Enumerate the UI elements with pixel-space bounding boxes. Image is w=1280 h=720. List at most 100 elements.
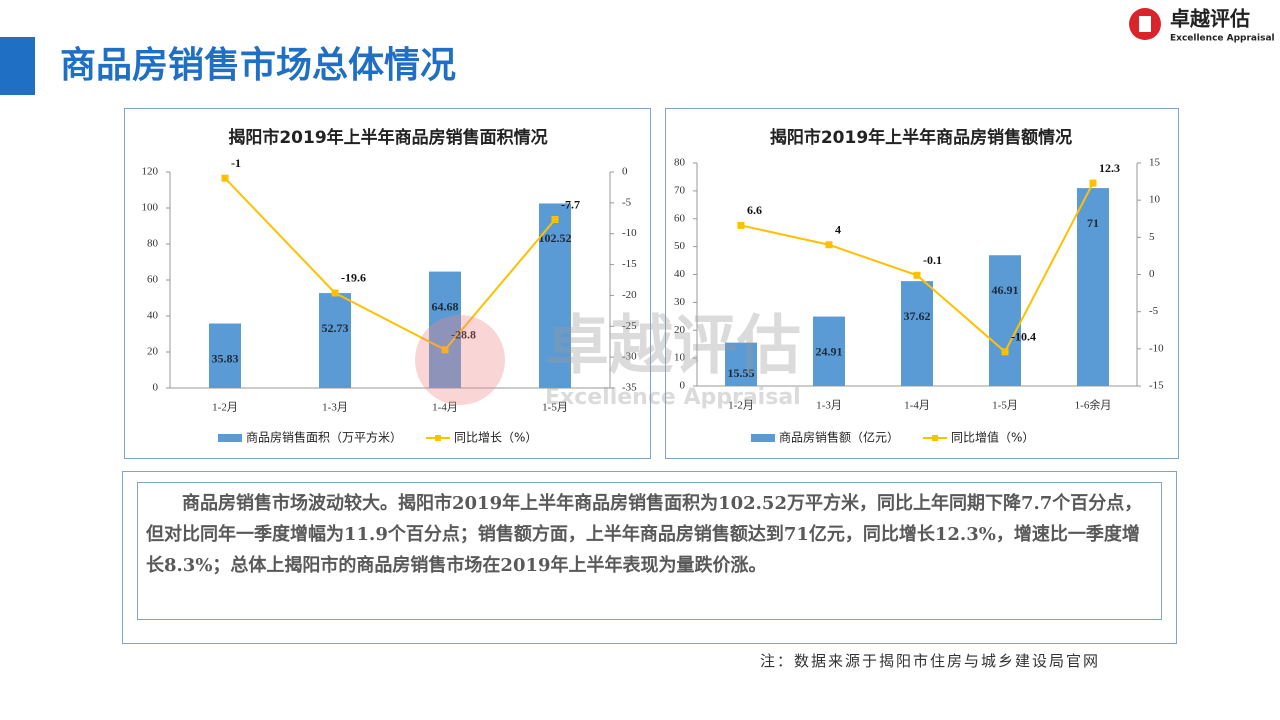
logo-en: Excellence Appraisal bbox=[1170, 34, 1275, 44]
bar bbox=[1077, 188, 1109, 386]
bar-label: 52.73 bbox=[322, 321, 349, 335]
bar-label: 71 bbox=[1087, 216, 1099, 230]
bar-label: 64.68 bbox=[432, 299, 459, 313]
x-tick-label: 1-3月 bbox=[322, 402, 348, 414]
legend-swatch bbox=[932, 435, 939, 441]
bar bbox=[429, 271, 461, 388]
watermark-cn: 卓越评估 bbox=[545, 310, 801, 384]
line-marker bbox=[1001, 348, 1009, 356]
bar-label: 37.62 bbox=[904, 309, 931, 323]
y2-tick-label: -30 bbox=[622, 351, 637, 363]
y2-tick-label: -15 bbox=[1149, 380, 1164, 392]
y-tick-label: 20 bbox=[674, 324, 686, 336]
line-label: 6.6 bbox=[747, 203, 762, 217]
x-tick-label: 1-5月 bbox=[542, 402, 568, 414]
legend-label: 商品房销售面积（万平方米） bbox=[246, 430, 402, 445]
y2-tick-label: 0 bbox=[622, 166, 628, 178]
line-label: -0.1 bbox=[923, 253, 942, 267]
line-label: -7.7 bbox=[561, 197, 580, 211]
legend-swatch bbox=[751, 434, 775, 442]
line-label: -19.6 bbox=[341, 271, 366, 285]
y-tick-label: 100 bbox=[142, 202, 159, 214]
watermark-icon bbox=[415, 315, 505, 405]
bar-label: 24.91 bbox=[816, 344, 843, 358]
line-marker bbox=[913, 271, 921, 279]
x-tick-label: 1-2月 bbox=[212, 402, 238, 414]
legend-label: 商品房销售额（亿元） bbox=[779, 430, 899, 445]
y-tick-label: 50 bbox=[674, 240, 686, 252]
y-tick-label: 10 bbox=[674, 352, 686, 364]
bar-label: 35.83 bbox=[212, 351, 239, 365]
x-tick-label: 1-4月 bbox=[432, 402, 458, 414]
line-label: -1 bbox=[231, 156, 241, 170]
bar bbox=[901, 281, 933, 386]
y-tick-label: 40 bbox=[674, 268, 686, 280]
logo-icon-inner bbox=[1139, 16, 1151, 32]
bar-label: 46.91 bbox=[992, 283, 1019, 297]
y2-tick-label: -5 bbox=[1149, 305, 1159, 317]
legend-label: 同比增长（%） bbox=[454, 431, 537, 445]
chart-title: 揭阳市2019年上半年商品房销售面积情况 bbox=[228, 127, 547, 148]
bar bbox=[725, 342, 757, 386]
line-marker bbox=[221, 174, 229, 182]
y-tick-label: 20 bbox=[147, 346, 159, 358]
bar bbox=[209, 323, 241, 388]
bar bbox=[319, 293, 351, 388]
x-tick-label: 1-3月 bbox=[816, 400, 842, 412]
line-marker bbox=[825, 241, 833, 249]
y2-tick-label: -5 bbox=[622, 196, 632, 208]
paragraph: 商品房销售市场波动较大。揭阳市2019年上半年商品房销售面积为102.52万平方… bbox=[146, 493, 1143, 576]
y-tick-label: 30 bbox=[674, 296, 686, 308]
line-label: -10.4 bbox=[1011, 330, 1036, 344]
y2-tick-label: 10 bbox=[1149, 194, 1161, 206]
note: 注：数据来源于揭阳市住房与城乡建设局官网 bbox=[760, 652, 1101, 670]
y2-tick-label: -25 bbox=[622, 320, 637, 332]
y2-tick-label: -10 bbox=[622, 227, 637, 239]
line-marker bbox=[441, 346, 449, 354]
slide-title: 商品房销售市场总体情况 bbox=[60, 45, 456, 86]
line-label: 4 bbox=[835, 223, 841, 237]
y2-tick-label: 0 bbox=[1149, 268, 1155, 280]
text-frame-inner bbox=[137, 482, 1162, 620]
y2-tick-label: 15 bbox=[1149, 157, 1161, 169]
line-marker bbox=[1089, 179, 1097, 187]
bar bbox=[989, 255, 1021, 386]
bar bbox=[539, 203, 571, 388]
y-tick-label: 0 bbox=[680, 380, 686, 392]
y2-tick-label: -15 bbox=[622, 258, 637, 270]
bar-label: 15.55 bbox=[728, 366, 755, 380]
chart-title: 揭阳市2019年上半年商品房销售额情况 bbox=[770, 127, 1072, 148]
legend-swatch bbox=[435, 435, 442, 441]
watermark-en: Excellence Appraisal bbox=[545, 385, 801, 410]
y-tick-label: 60 bbox=[674, 212, 686, 224]
y-tick-label: 0 bbox=[153, 382, 159, 394]
y2-tick-label: -10 bbox=[1149, 342, 1164, 354]
watermark: 卓越评估 Excellence Appraisal bbox=[415, 310, 801, 410]
y-tick-label: 40 bbox=[147, 310, 159, 322]
y-tick-label: 80 bbox=[147, 238, 159, 250]
y2-tick-label: 5 bbox=[1149, 231, 1155, 243]
y-tick-label: 80 bbox=[674, 157, 686, 169]
text-frame bbox=[122, 471, 1177, 644]
line-series bbox=[224, 177, 556, 351]
chart-frame bbox=[124, 108, 651, 459]
y2-tick-label: -35 bbox=[622, 382, 637, 394]
x-tick-label: 1-2月 bbox=[728, 400, 754, 412]
line-label: 12.3 bbox=[1099, 161, 1120, 175]
y-tick-label: 70 bbox=[674, 184, 686, 196]
x-tick-label: 1-4月 bbox=[904, 400, 930, 412]
x-tick-label: 1-6余月 bbox=[1075, 398, 1112, 412]
charts: 揭阳市2019年上半年商品房销售面积情况020406080100120-35-3… bbox=[142, 127, 1165, 445]
line-marker bbox=[737, 221, 745, 229]
y-tick-label: 60 bbox=[147, 274, 159, 286]
y-tick-label: 120 bbox=[142, 166, 159, 178]
legend-label: 同比增值（%） bbox=[951, 430, 1034, 445]
title-bar bbox=[0, 37, 35, 95]
bar-label: 102.52 bbox=[539, 231, 572, 245]
line-marker bbox=[331, 289, 339, 297]
chart-frame bbox=[665, 108, 1179, 459]
bar bbox=[813, 316, 845, 386]
legend-swatch bbox=[218, 434, 242, 442]
